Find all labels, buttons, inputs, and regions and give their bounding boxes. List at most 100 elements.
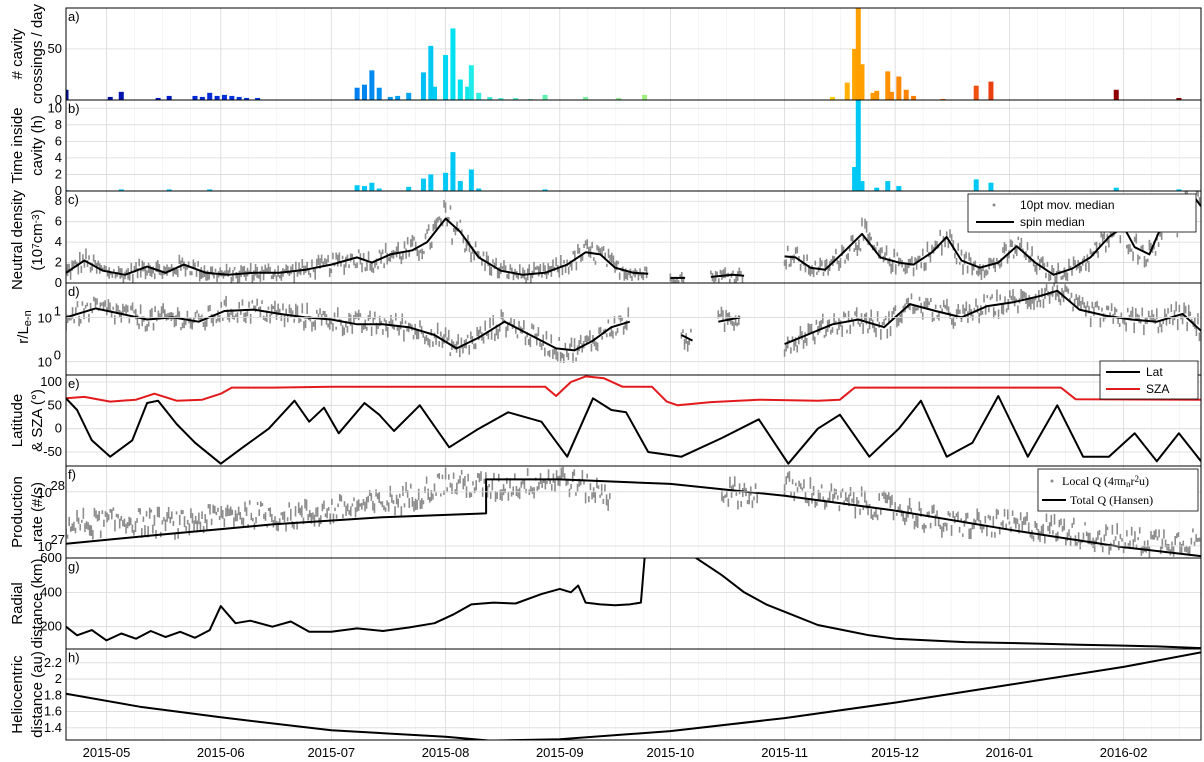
y-tick-exponent: 1: [54, 303, 61, 318]
bar: [896, 186, 902, 191]
y-axis-label: Time inside: [9, 107, 26, 183]
series-line: [66, 395, 1201, 465]
y-tick-label: 10: [38, 485, 52, 500]
panel-letter: e): [68, 376, 80, 391]
series-line: [784, 289, 1201, 346]
series-line: [66, 478, 1201, 558]
bar: [443, 55, 449, 100]
bar: [244, 97, 250, 100]
panel-d: 10 010 1d)r/Le-n: [15, 282, 1202, 376]
bar: [406, 186, 412, 191]
bar: [1113, 89, 1119, 100]
bar: [1176, 97, 1182, 100]
y-tick-label: 1.8: [44, 687, 62, 702]
legend-box: [1099, 360, 1199, 400]
plot-area-f: [66, 466, 1201, 558]
panel-b: 0 24 68 10 b) Time inside cavity (h): [9, 99, 1202, 198]
y-axis-label-subscript: e-n: [22, 310, 34, 326]
bar: [255, 97, 261, 100]
y-axis-label-part: r/L: [15, 326, 32, 344]
bar: [395, 95, 401, 100]
bar: [542, 94, 548, 100]
y-axis-label: r/Le-n: [15, 310, 34, 343]
y-tick-label: 1.6: [44, 704, 62, 719]
bar: [888, 91, 894, 100]
legend-label: SZA: [1146, 382, 1169, 396]
bar: [896, 76, 902, 100]
series-line: [66, 558, 646, 642]
y-tick-label: 10: [38, 539, 52, 554]
bar: [940, 98, 946, 100]
plot-area-d: [66, 283, 1201, 364]
y-tick-label: 0: [55, 275, 62, 290]
bar: [450, 152, 456, 191]
bar: [420, 72, 426, 100]
bar: [166, 189, 172, 191]
bar: [885, 71, 891, 100]
y-axis-label: crossings / day: [29, 3, 46, 104]
bar: [988, 81, 994, 100]
legend-label: spin median: [1020, 215, 1085, 229]
bar: [432, 86, 438, 100]
bar: [118, 91, 124, 100]
y-tick-label: 0: [55, 183, 62, 198]
bar: [973, 85, 979, 100]
y-axis-label-part: cm: [29, 223, 46, 243]
bar: [450, 28, 456, 100]
panel-frame: [65, 282, 1202, 376]
legend-label-part: 2: [1135, 474, 1140, 484]
y-axis-label: distance (au): [29, 651, 46, 738]
series-line: [710, 273, 745, 278]
panel-frame: [65, 648, 1202, 741]
panel-g: 200 400 600 g) Radial distance (km): [9, 550, 1202, 650]
bar: [420, 178, 426, 191]
bar: [428, 174, 434, 191]
y-tick-label: 50: [48, 397, 62, 412]
bar: [498, 97, 504, 100]
y-tick-label: 100: [40, 374, 62, 389]
legend-label: Total Q (Hansen): [1070, 493, 1153, 507]
bar: [376, 87, 382, 100]
bar: [642, 94, 648, 100]
bar: [457, 79, 463, 100]
bar: [66, 89, 69, 100]
legend-label-part: Local Q (4πn: [1062, 474, 1126, 488]
panel-c: 0 2 4 6 8 c) Neutral density (107cm-3) 10pt mov.…: [9, 189, 1202, 290]
legend-box: [1037, 468, 1199, 512]
y-tick-exponent: 27: [51, 532, 65, 547]
bar: [207, 189, 213, 191]
bar: [855, 8, 861, 100]
y-tick-label: -50: [43, 444, 62, 459]
bar: [369, 182, 375, 191]
legend-marker-scatter: [992, 203, 996, 207]
bar: [616, 97, 622, 100]
y-tick-label: 200: [40, 619, 62, 634]
bar: [166, 95, 172, 100]
bar: [221, 94, 227, 100]
y-tick-label: 6: [55, 214, 62, 229]
x-tick-label: 2015-07: [307, 745, 355, 760]
series-line: [784, 195, 1201, 276]
bar: [207, 92, 213, 100]
bar: [527, 98, 533, 100]
panel-h: 1.41.6 1.822.2 h) Heliocentric distance (au): [9, 648, 1202, 741]
y-tick-label: 2: [55, 255, 62, 270]
y-axis-label: & SZA (°): [29, 389, 46, 452]
bar: [973, 179, 979, 191]
bar: [476, 92, 482, 100]
panel-letter: d): [68, 284, 80, 299]
bar: [443, 172, 449, 191]
bar: [468, 169, 474, 191]
series-line: [718, 316, 741, 323]
y-tick-label: 0: [55, 421, 62, 436]
y-tick-label: 8: [55, 193, 62, 208]
y-tick-exponent: 28: [51, 478, 65, 493]
legend-label-part: n: [1126, 479, 1131, 489]
bar: [465, 86, 471, 100]
series-line: [66, 375, 1201, 407]
bar: [1176, 189, 1182, 191]
y-tick-label: 10: [48, 100, 62, 115]
legend-label: Local Q (4πnnr2u): [1062, 474, 1149, 489]
